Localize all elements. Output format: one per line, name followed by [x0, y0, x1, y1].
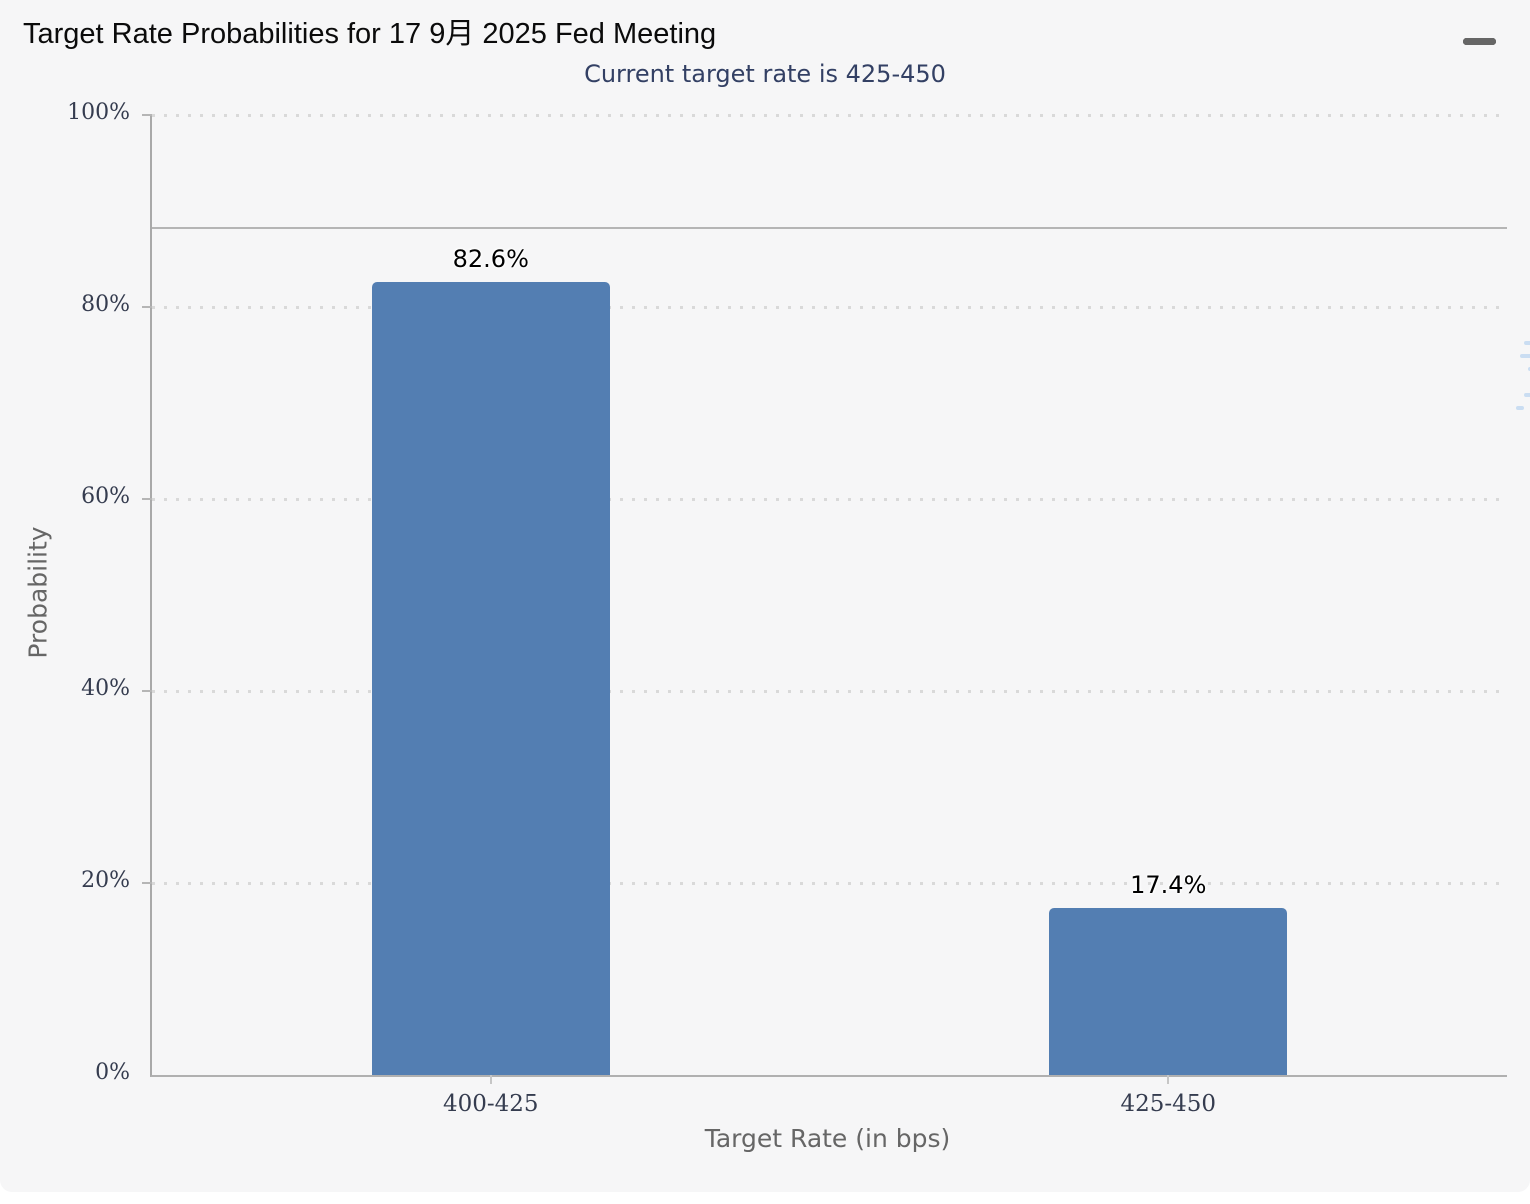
watermark-stripe: [1528, 367, 1530, 371]
y-tick-100: [142, 114, 152, 116]
watermark-stripe: [1516, 406, 1524, 410]
gridline-60: [152, 498, 1507, 501]
y-tick-60: [142, 498, 152, 500]
plot-area: Q 82.6% 400-425 17.4% 425-450: [142, 114, 1530, 1117]
y-tick-80: [142, 306, 152, 308]
reference-line: [152, 227, 1507, 230]
bar-425-450[interactable]: [1049, 908, 1288, 1075]
y-tick-20: [142, 882, 152, 884]
y-tick-label: 60%: [81, 484, 130, 509]
x-tick-400-425: [489, 1075, 492, 1084]
y-axis-labels: 0% 20% 40% 60% 80% 100%: [0, 100, 140, 1085]
y-tick-label: 80%: [81, 292, 130, 317]
y-tick-label: 0%: [95, 1060, 130, 1085]
x-category-label: 400-425: [442, 1091, 539, 1117]
y-tick-label: 40%: [81, 676, 130, 701]
x-tick-425-450: [1167, 1075, 1170, 1084]
y-axis-title: Probability: [23, 526, 53, 659]
gridline-20: [152, 882, 1507, 885]
watermark-stripe: [1524, 341, 1530, 345]
watermark-stripe: [1524, 393, 1530, 397]
y-tick-label: 20%: [81, 868, 130, 893]
quikstrike-watermark: Q: [1512, 237, 1530, 432]
x-category-label: 425-450: [1120, 1091, 1217, 1117]
bar-value-label: 17.4%: [1130, 871, 1207, 899]
bar-400-425[interactable]: [371, 282, 610, 1075]
chart-menu-button[interactable]: [1463, 19, 1497, 49]
watermark-stripe: [1520, 354, 1530, 358]
gridline-100: [152, 114, 1507, 117]
chart-subtitle: Current target rate is 425-450: [584, 60, 946, 88]
y-tick-40: [142, 690, 152, 692]
x-axis-title: Target Rate (in bps): [704, 1124, 951, 1153]
bar-value-label: 82.6%: [452, 245, 529, 273]
y-tick-label: 100%: [67, 100, 130, 125]
chart-title: Target Rate Probabilities for 17 9月 2025…: [23, 18, 717, 50]
gridline-40: [152, 690, 1507, 693]
gridline-80: [152, 306, 1507, 309]
